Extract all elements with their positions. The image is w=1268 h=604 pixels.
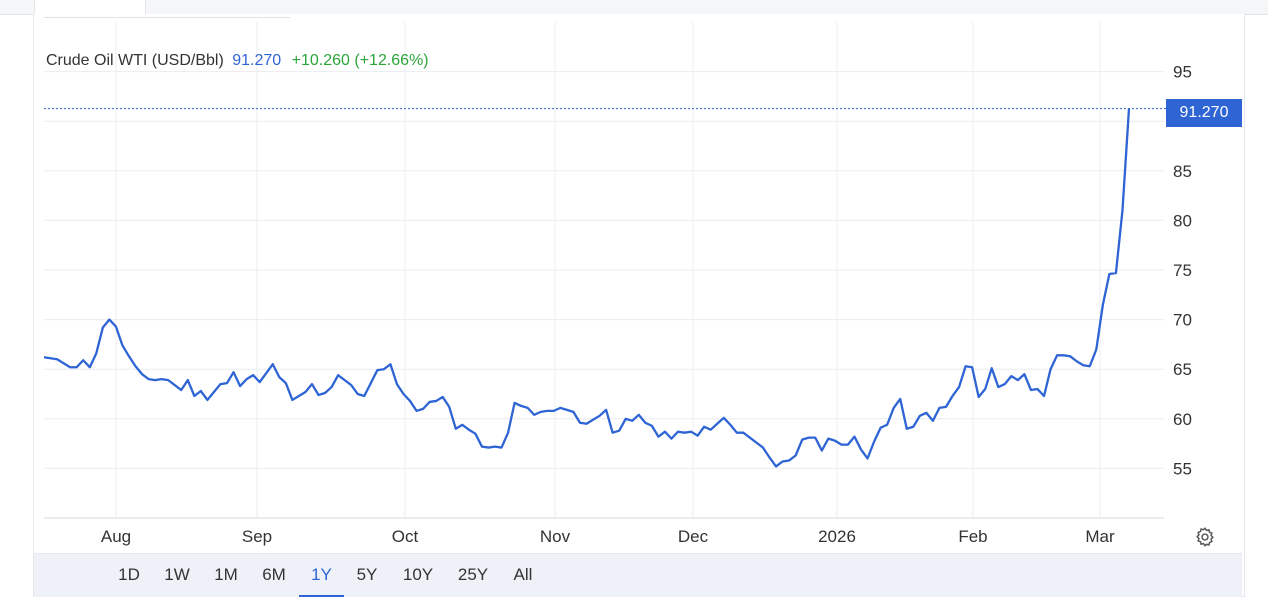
y-tick-label: 70 <box>1173 311 1192 330</box>
range-button-1w[interactable]: 1W <box>164 565 190 584</box>
range-button-10y[interactable]: 10Y <box>402 565 434 584</box>
price-series-line <box>43 108 1131 468</box>
y-tick-label: 65 <box>1173 360 1192 379</box>
header-divider <box>44 17 290 18</box>
y-tick-label: 95 <box>1173 63 1192 82</box>
y-tick-label: 55 <box>1173 459 1192 478</box>
last-value: 91.270 <box>232 52 282 69</box>
x-tick-label: Sep <box>242 527 272 546</box>
x-tick-label: Oct <box>392 527 419 546</box>
last-price-label: 91.270 <box>1166 99 1242 127</box>
x-tick-label: Feb <box>958 527 987 546</box>
x-tick-label: Nov <box>540 527 571 546</box>
range-button-1d[interactable]: 1D <box>118 565 140 584</box>
x-tick-label: Aug <box>101 527 131 546</box>
range-button-6m[interactable]: 6M <box>262 565 286 584</box>
price-change: +10.260 (+12.66%) <box>291 52 429 69</box>
x-tick-label: 2026 <box>818 527 856 546</box>
range-button-5y[interactable]: 5Y <box>356 565 378 584</box>
gear-icon[interactable] <box>1194 526 1216 548</box>
chart-panel <box>33 14 1245 597</box>
range-selector: 1D 1W 1M 6M 1Y 5Y 10Y 25Y All <box>34 553 1242 597</box>
active-tab[interactable] <box>34 0 146 14</box>
y-tick-label: 80 <box>1173 211 1192 230</box>
range-button-all[interactable]: All <box>513 565 533 584</box>
instrument-name: Crude Oil WTI (USD/Bbl) <box>46 52 224 69</box>
x-tick-label: Mar <box>1085 527 1115 546</box>
y-tick-label: 75 <box>1173 261 1192 280</box>
range-button-25y[interactable]: 25Y <box>457 565 489 584</box>
price-chart[interactable]: 55 60 65 70 75 80 85 95 Aug Sep Oct Nov Dec 2026 Feb Ma… <box>0 0 1268 553</box>
y-tick-label: 85 <box>1173 162 1192 181</box>
range-button-1y[interactable]: 1Y <box>299 554 344 597</box>
chart-legend: Crude Oil WTI (USD/Bbl) 91.270 +10.260 (… <box>46 52 429 70</box>
y-tick-label: 60 <box>1173 410 1192 429</box>
x-tick-label: Dec <box>678 527 709 546</box>
range-button-1m[interactable]: 1M <box>214 565 238 584</box>
